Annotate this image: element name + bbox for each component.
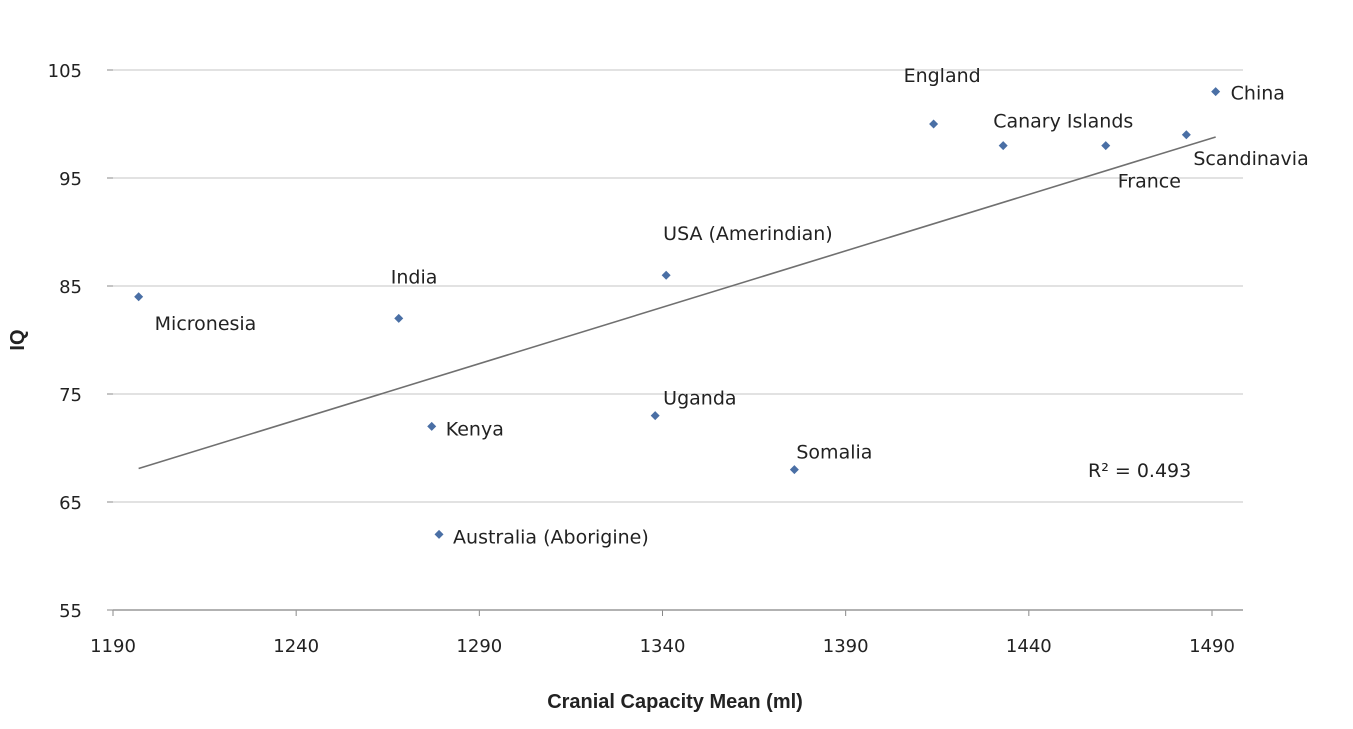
data-point	[427, 421, 437, 431]
y-tick-label: 75	[59, 385, 82, 406]
data-label: Kenya	[446, 418, 504, 440]
data-point	[394, 313, 404, 323]
x-tick-label: 1190	[90, 636, 136, 657]
data-label: Canary Islands	[993, 111, 1133, 133]
y-tick-label: 65	[59, 493, 82, 514]
x-tick-label: 1340	[640, 636, 686, 657]
data-label: England	[904, 65, 981, 87]
data-point	[434, 529, 444, 539]
y-tick-label: 85	[59, 277, 82, 298]
data-points: Micronesia India Kenya Australia (Aborigine…	[134, 65, 1309, 548]
data-label: France	[1118, 171, 1181, 193]
x-tick-label: 1440	[1006, 636, 1052, 657]
data-point	[661, 270, 671, 280]
data-point	[1101, 141, 1111, 151]
data-point	[998, 141, 1008, 151]
y-axis-title: IQ	[7, 329, 29, 350]
data-point	[789, 465, 799, 475]
x-tick-label: 1290	[456, 636, 502, 657]
data-label: Australia (Aborigine)	[453, 526, 649, 548]
data-label: Micronesia	[155, 313, 257, 335]
data-point	[134, 292, 144, 302]
data-label: Uganda	[663, 388, 736, 410]
data-label: Somalia	[796, 442, 872, 464]
x-tick-label: 1490	[1189, 636, 1235, 657]
data-point	[1181, 130, 1191, 140]
data-label: India	[391, 266, 438, 288]
x-axis-ticks: 1190 1240 1290 1340 1390 1440 1490	[90, 610, 1235, 657]
data-point	[650, 411, 660, 421]
data-point	[929, 119, 939, 129]
r-squared-annotation: R² = 0.493	[1088, 460, 1191, 482]
y-axis-ticks: 55 65 75 85 95 105	[48, 61, 113, 622]
data-label: China	[1231, 83, 1285, 105]
gridlines	[113, 69, 1243, 503]
x-tick-label: 1390	[823, 636, 869, 657]
y-tick-label: 95	[59, 169, 82, 190]
data-point	[1211, 87, 1221, 97]
data-label: Scandinavia	[1193, 148, 1308, 170]
x-axis-title: Cranial Capacity Mean (ml)	[547, 691, 803, 713]
y-tick-label: 105	[48, 61, 82, 82]
trendline	[138, 136, 1216, 470]
data-label: USA (Amerindian)	[663, 223, 833, 245]
x-tick-label: 1240	[273, 636, 319, 657]
y-tick-label: 55	[59, 601, 82, 622]
